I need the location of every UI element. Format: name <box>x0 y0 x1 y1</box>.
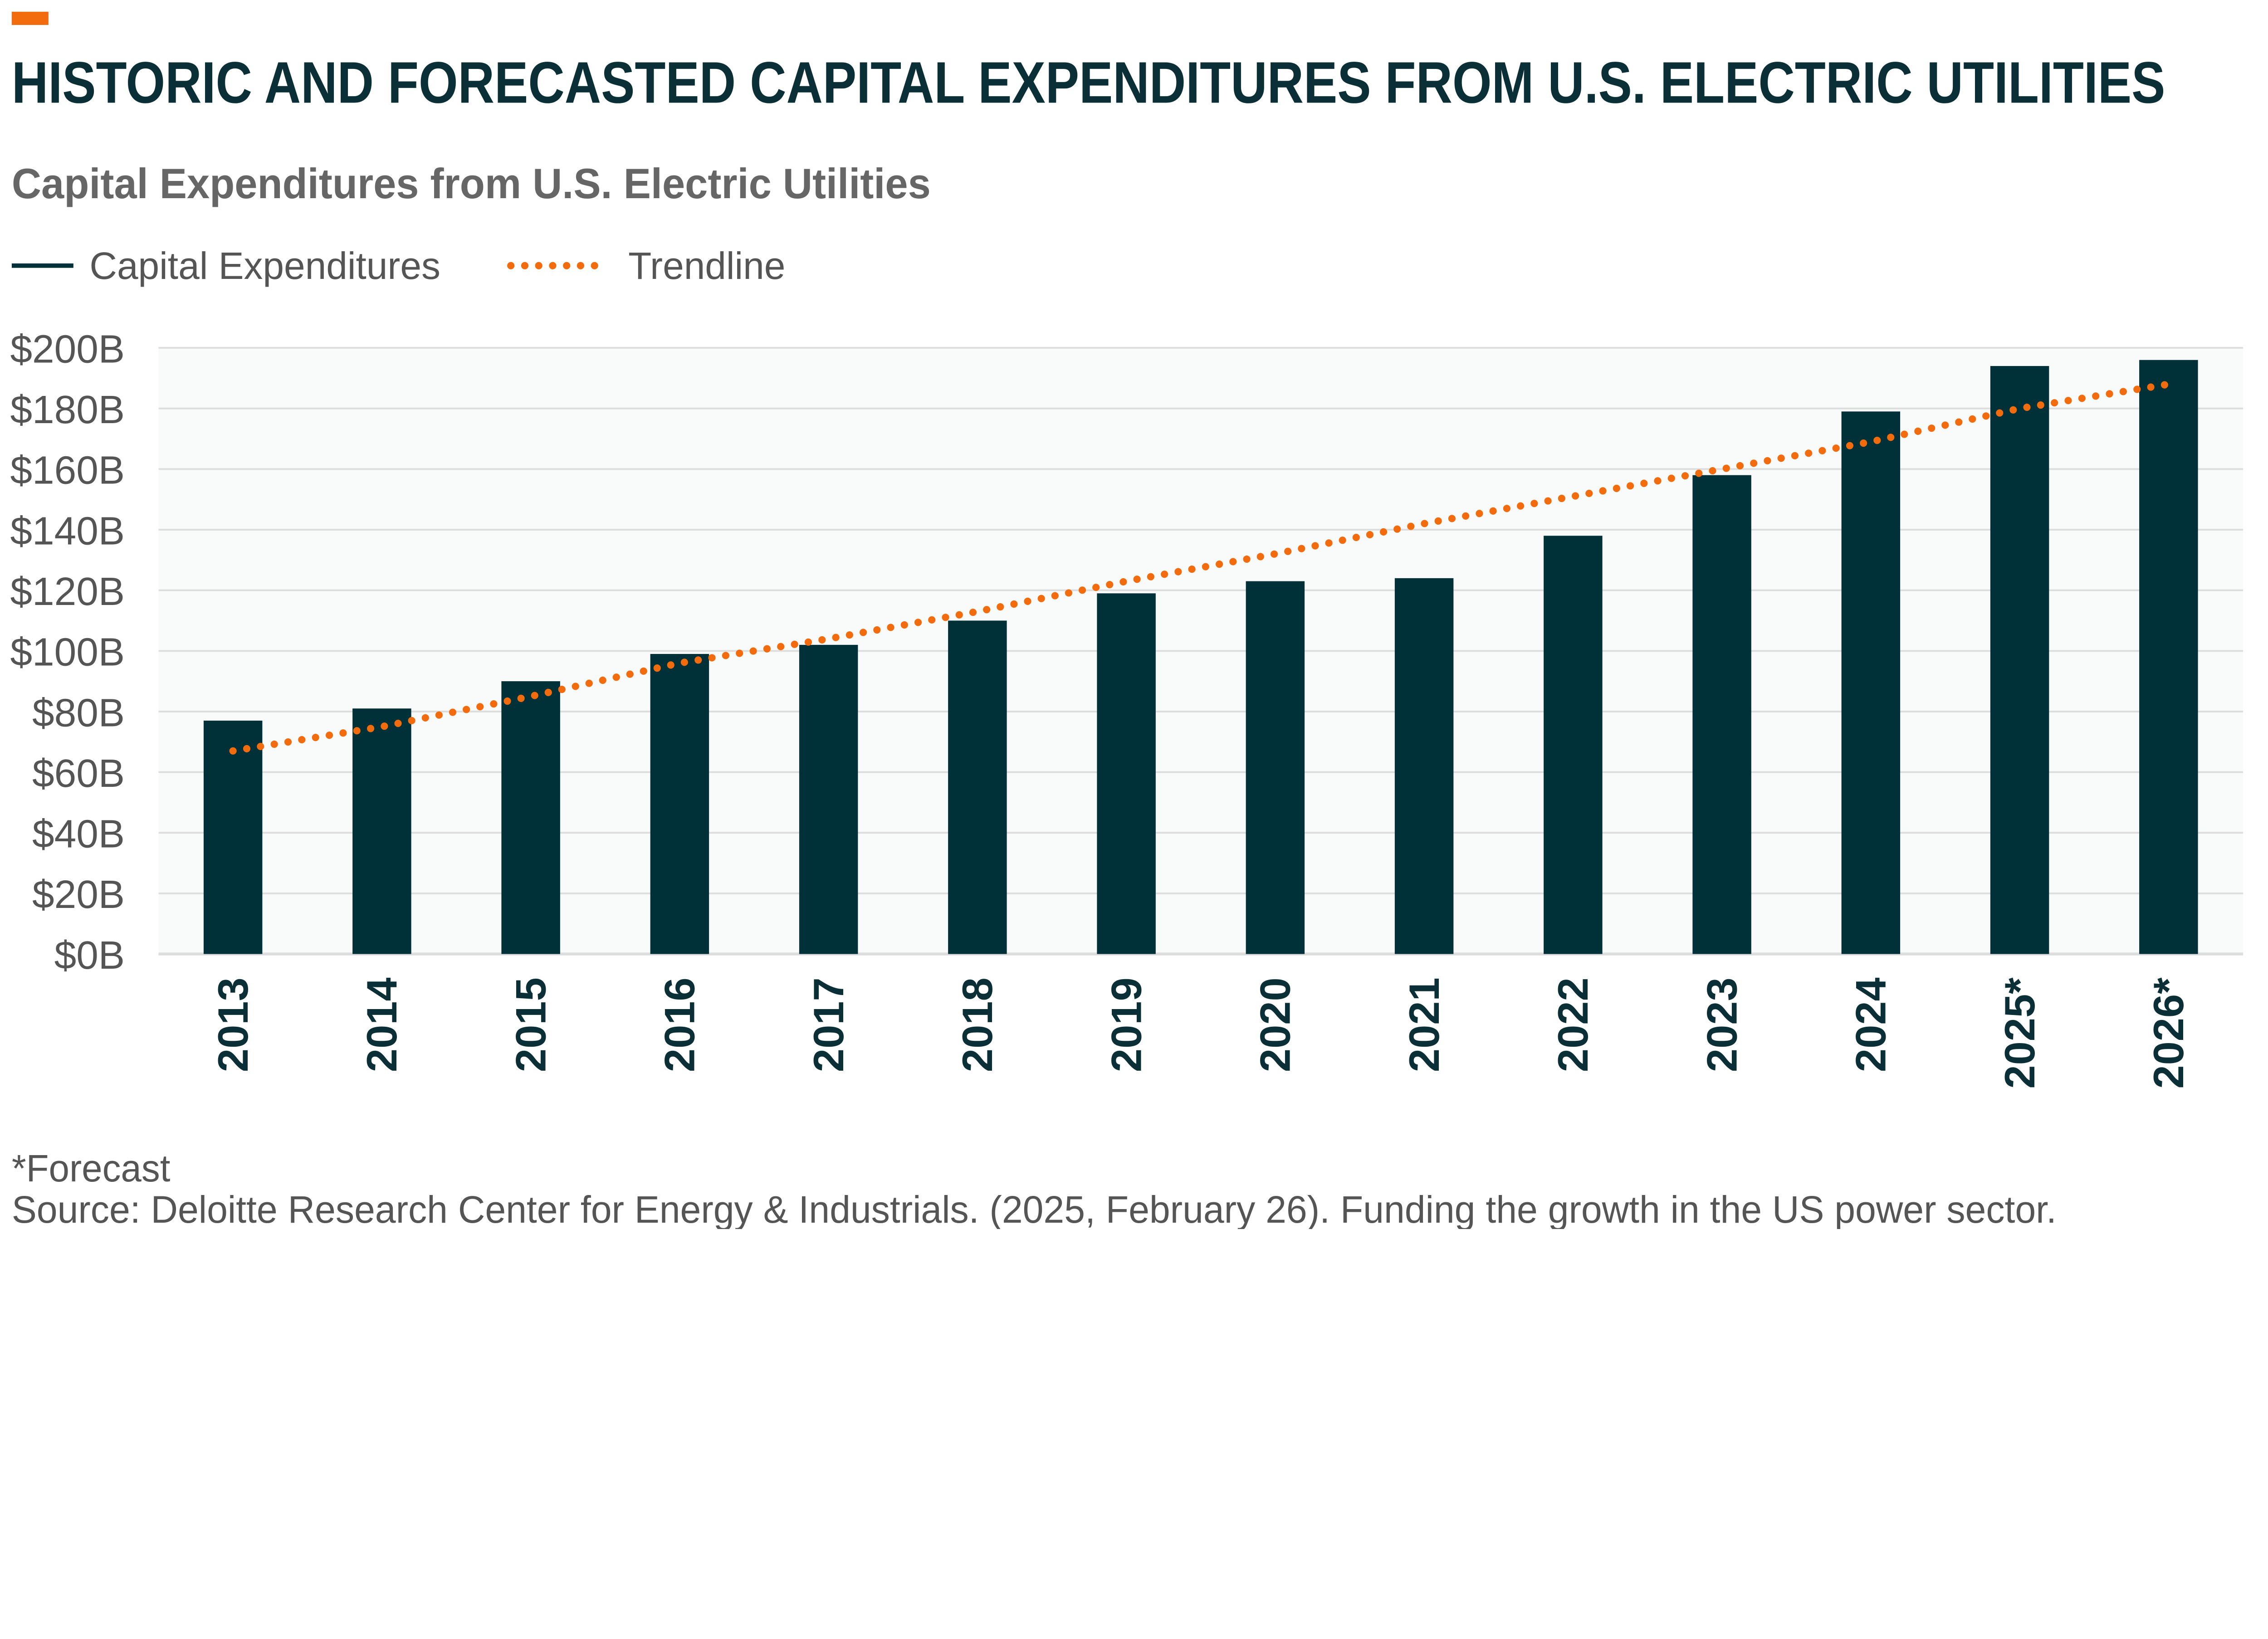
source-note: Source: Deloitte Research Center for Ene… <box>12 1188 2057 1229</box>
x-tick-label: 2016 <box>656 977 704 1072</box>
y-tick-label: $80B <box>32 690 125 735</box>
y-tick-label: $180B <box>10 387 125 432</box>
x-tick-label: 2017 <box>805 977 852 1072</box>
legend-label-capex: Capital Expenditures <box>89 244 440 287</box>
bar-2015 <box>501 681 560 954</box>
x-tick-label: 2022 <box>1549 977 1597 1072</box>
y-tick-label: $0B <box>54 933 125 977</box>
x-tick-label: 2015 <box>507 977 554 1072</box>
bar-2021 <box>1394 578 1454 954</box>
y-tick-label: $140B <box>10 508 125 553</box>
bar-2019 <box>1097 593 1156 954</box>
legend: Capital Expenditures Trendline <box>11 244 785 287</box>
bar-2024 <box>1841 411 1901 954</box>
y-tick-label: $160B <box>10 448 125 493</box>
x-tick-label: 2014 <box>358 977 406 1072</box>
chart: HISTORIC AND FORECASTED CAPITAL EXPENDIT… <box>10 11 2243 1229</box>
y-tick-label: $40B <box>32 812 125 856</box>
x-tick-label: 2019 <box>1102 977 1150 1072</box>
y-axis: $0B $20B $40B $60B $80B $100B $120B $140B $160B $… <box>10 327 125 977</box>
bar-2013 <box>203 720 263 954</box>
x-tick-label: 2026* <box>2145 977 2192 1089</box>
accent-bar <box>11 11 49 25</box>
legend-label-trendline: Trendline <box>628 244 785 287</box>
footnote: *Forecast <box>12 1147 171 1190</box>
bar-2026 <box>2139 360 2198 954</box>
x-tick-label: 2021 <box>1400 977 1448 1072</box>
x-axis: 2013 2014 2015 2016 2017 2018 2019 2020 2021 2022… <box>209 977 2192 1089</box>
bar-2016 <box>650 654 709 954</box>
bar-2017 <box>799 644 858 954</box>
x-tick-label: 2018 <box>953 977 1001 1072</box>
y-tick-label: $60B <box>32 751 125 795</box>
bar-2018 <box>948 620 1007 954</box>
bar-2023 <box>1692 475 1751 954</box>
bars <box>203 360 2198 954</box>
page-title: HISTORIC AND FORECASTED CAPITAL EXPENDIT… <box>12 50 2165 116</box>
bar-2022 <box>1544 536 1603 954</box>
x-tick-label: 2024 <box>1847 977 1895 1072</box>
x-tick-label: 2013 <box>209 977 257 1072</box>
x-tick-label: 2023 <box>1698 977 1745 1072</box>
bar-2025 <box>1990 366 2049 954</box>
y-tick-label: $100B <box>10 630 125 674</box>
bar-2014 <box>352 708 411 954</box>
chart-title: Capital Expenditures from U.S. Electric … <box>12 160 931 207</box>
x-tick-label: 2020 <box>1251 977 1299 1072</box>
x-tick-label: 2025* <box>1996 977 2043 1089</box>
y-tick-label: $120B <box>10 569 125 614</box>
y-tick-label: $20B <box>32 872 125 917</box>
bar-2020 <box>1246 581 1305 954</box>
y-tick-label: $200B <box>10 327 125 371</box>
